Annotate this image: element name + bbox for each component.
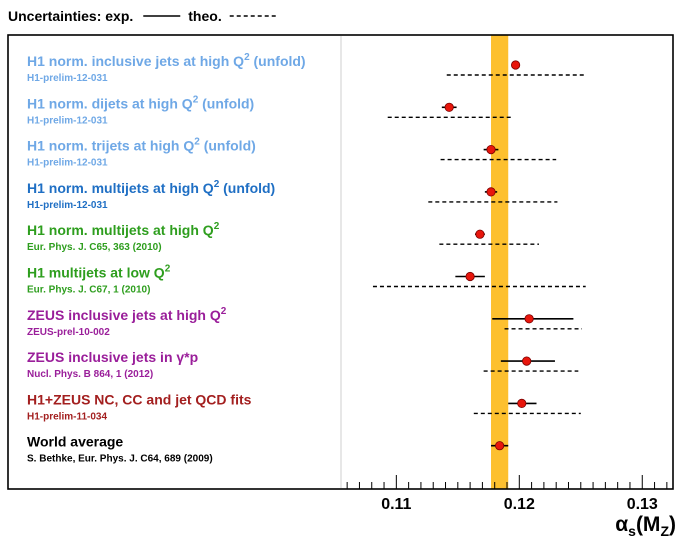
measurement-reference: H1-prelim-11-034	[27, 411, 107, 422]
alpha-subscript: s	[628, 523, 636, 539]
measurement-title-text: H1 norm. multijets at high Q	[27, 222, 214, 238]
measurement-row: ZEUS inclusive jets in γ*p Nucl. Phys. B …	[27, 349, 579, 380]
measurement-title-text: H1 norm. inclusive jets at high Q	[27, 53, 244, 69]
measurement-reference: H1-prelim-12-031	[27, 73, 108, 84]
measurement-point	[486, 145, 496, 155]
measurement-point	[486, 187, 496, 197]
measurement-title-text: H1 norm. dijets at high Q	[27, 95, 193, 111]
measurement-point	[517, 398, 527, 408]
measurement-title-text: World average	[27, 434, 123, 450]
measurement-title-suffix: (unfold)	[219, 180, 275, 196]
measurement-title-text: H1 norm. trijets at high Q	[27, 138, 194, 154]
measurement-point	[495, 441, 505, 451]
measurement-title-text: H1+ZEUS NC, CC and jet QCD fits	[27, 391, 252, 407]
measurement-point	[522, 356, 532, 366]
measurement-title-superscript: 2	[244, 52, 250, 63]
measurement-row: H1 multijets at low Q2 Eur. Phys. J. C67,…	[27, 264, 586, 296]
measurement-point	[444, 102, 454, 112]
measurement-title-superscript: 2	[165, 264, 171, 275]
measurement-title: H1 multijets at low Q2	[27, 264, 171, 281]
measurement-title-suffix: (unfold)	[250, 53, 306, 69]
measurement-title-superscript: 2	[221, 306, 227, 317]
measurement-row: H1 norm. trijets at high Q2 (unfold) H1-p…	[27, 137, 557, 169]
measurement-reference: ZEUS-prel-10-002	[27, 327, 110, 338]
measurement-row: H1 norm. dijets at high Q2 (unfold) H1-pr…	[27, 94, 512, 126]
measurement-reference: H1-prelim-12-031	[27, 200, 108, 211]
measurement-title-superscript: 2	[214, 179, 220, 190]
measurement-row: H1 norm. inclusive jets at high Q2 (unfo…	[27, 52, 586, 84]
measurement-title: H1 norm. multijets at high Q2 (unfold)	[27, 179, 275, 196]
plot-frame	[7, 34, 674, 490]
legend-theo-label: theo.	[188, 8, 221, 24]
measurement-title: H1 norm. trijets at high Q2 (unfold)	[27, 137, 256, 154]
measurement-reference: S. Bethke, Eur. Phys. J. C64, 689 (2009)	[27, 454, 213, 465]
measurement-point	[475, 229, 485, 239]
measurement-title: World average	[27, 434, 123, 450]
world-average-band	[491, 35, 509, 489]
measurement-title: H1 norm. multijets at high Q2	[27, 221, 220, 238]
measurement-title-text: ZEUS inclusive jets in γ*p	[27, 349, 198, 365]
measurement-title-superscript: 2	[194, 137, 200, 148]
measurement-row: H1+ZEUS NC, CC and jet QCD fits H1-prelim…	[27, 391, 581, 422]
measurement-row: H1 norm. multijets at high Q2 Eur. Phys. …	[27, 221, 539, 253]
x-tick-label: 0.13	[627, 496, 658, 513]
measurement-title-text: H1 multijets at low Q	[27, 265, 165, 281]
measurement-reference: H1-prelim-12-031	[27, 158, 108, 169]
measurement-title: H1+ZEUS NC, CC and jet QCD fits	[27, 391, 252, 407]
measurement-title: H1 norm. inclusive jets at high Q2 (unfo…	[27, 52, 306, 69]
x-axis-label: αs(MZ)	[615, 513, 676, 539]
measurement-row: ZEUS inclusive jets at high Q2 ZEUS-prel-…	[27, 306, 583, 338]
measurement-title: H1 norm. dijets at high Q2 (unfold)	[27, 94, 254, 111]
measurement-title-suffix: (unfold)	[200, 138, 256, 154]
x-tick-label: 0.11	[381, 496, 411, 513]
alpha-arg-open: (M	[636, 513, 661, 536]
legend-title: Uncertainties: exp.	[8, 8, 133, 24]
m-subscript: Z	[660, 523, 669, 539]
measurement-reference: H1-prelim-12-031	[27, 115, 108, 126]
measurement-point	[511, 60, 521, 70]
measurement-title-superscript: 2	[214, 221, 220, 232]
measurement-point	[524, 314, 534, 324]
measurement-row: World average S. Bethke, Eur. Phys. J. C6…	[27, 434, 509, 465]
measurement-row: H1 norm. multijets at high Q2 (unfold)H1…	[27, 179, 558, 211]
measurement-title-suffix: (unfold)	[198, 95, 254, 111]
measurement-point	[465, 271, 475, 282]
measurement-title: ZEUS inclusive jets in γ*p	[27, 349, 198, 365]
x-tick-label: 0.12	[504, 496, 535, 513]
measurement-title: ZEUS inclusive jets at high Q2	[27, 306, 227, 323]
measurement-title-text: ZEUS inclusive jets at high Q	[27, 307, 221, 323]
measurement-reference: Eur. Phys. J. C65, 363 (2010)	[27, 242, 162, 253]
measurement-title-superscript: 2	[193, 94, 199, 105]
measurement-reference: Nucl. Phys. B 864, 1 (2012)	[27, 369, 153, 380]
x-axis: 0.11 0.12 0.13	[346, 475, 668, 513]
alpha-symbol: α	[615, 513, 628, 536]
measurement-title-text: H1 norm. multijets at high Q	[27, 180, 214, 196]
measurement-reference: Eur. Phys. J. C67, 1 (2010)	[27, 285, 150, 296]
measurement-rows: H1 norm. inclusive jets at high Q2 (unfo…	[27, 52, 586, 465]
alpha-arg-close: )	[669, 513, 676, 536]
